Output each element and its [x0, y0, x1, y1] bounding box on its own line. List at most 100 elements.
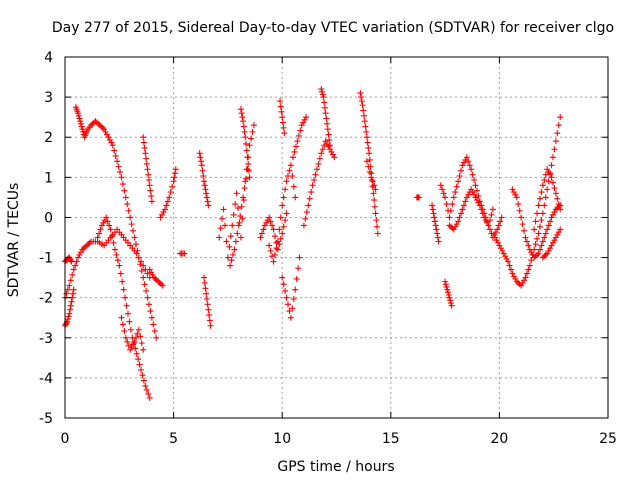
- data-point: [237, 106, 244, 113]
- data-point: [321, 99, 328, 106]
- data-point: [143, 287, 150, 294]
- data-point: [122, 334, 129, 341]
- data-point: [282, 186, 289, 193]
- data-point: [549, 154, 556, 161]
- data-point: [246, 142, 253, 149]
- data-point: [526, 262, 533, 269]
- data-point: [117, 270, 124, 277]
- data-point: [498, 214, 505, 221]
- data-point: [535, 250, 542, 257]
- data-point: [243, 140, 249, 147]
- data-point: [130, 341, 137, 348]
- data-point: [548, 214, 555, 221]
- data-point: [99, 124, 106, 131]
- data-point: [203, 290, 210, 297]
- data-point: [145, 171, 152, 178]
- data-point: [238, 110, 245, 117]
- data-point: [535, 202, 542, 209]
- data-point: [545, 178, 552, 185]
- data-point: [133, 250, 140, 257]
- data-point: [219, 215, 226, 222]
- data-point: [240, 123, 247, 130]
- data-point: [146, 394, 153, 401]
- data-point: [544, 186, 551, 193]
- data-point: [291, 148, 298, 155]
- data-point: [232, 201, 239, 208]
- data-point: [449, 225, 456, 232]
- data-point: [456, 214, 463, 221]
- data-point: [502, 253, 509, 260]
- data-point: [363, 158, 370, 165]
- data-point: [142, 150, 149, 157]
- data-point: [316, 155, 323, 162]
- data-point: [77, 118, 84, 125]
- data-point: [319, 91, 326, 98]
- data-point: [513, 194, 520, 201]
- data-point: [238, 203, 245, 210]
- data-point: [455, 218, 462, 225]
- data-point: [86, 239, 93, 246]
- y-tick-label: -1: [39, 251, 53, 267]
- data-point: [374, 230, 381, 237]
- data-point: [76, 115, 83, 122]
- data-point: [124, 338, 131, 345]
- data-point: [121, 328, 128, 335]
- data-point: [495, 222, 502, 229]
- data-point: [277, 235, 284, 242]
- data-point: [282, 217, 289, 224]
- data-point: [515, 201, 522, 208]
- data-point: [442, 278, 449, 285]
- data-point: [119, 278, 126, 285]
- data-point: [460, 202, 467, 209]
- data-point: [481, 214, 488, 221]
- data-point: [76, 251, 83, 258]
- data-point: [552, 190, 559, 197]
- data-point: [73, 258, 80, 265]
- data-point: [433, 226, 440, 233]
- data-point: [112, 152, 119, 159]
- data-point: [459, 206, 466, 213]
- data-point: [161, 206, 168, 213]
- data-point: [140, 377, 147, 384]
- data-point: [229, 251, 236, 258]
- data-point: [458, 210, 465, 217]
- data-point: [539, 182, 546, 189]
- data-point: [83, 242, 90, 249]
- data-point: [242, 134, 249, 141]
- data-point: [141, 281, 148, 288]
- data-point: [63, 290, 70, 297]
- data-point: [145, 301, 152, 308]
- data-point: [360, 107, 367, 114]
- data-point: [516, 207, 523, 214]
- data-point: [105, 134, 112, 141]
- data-point: [286, 308, 293, 315]
- data-point: [164, 198, 171, 205]
- data-point: [119, 181, 126, 188]
- data-point: [542, 194, 549, 201]
- data-point: [69, 271, 76, 278]
- data-point: [121, 187, 128, 194]
- data-point: [116, 262, 123, 269]
- data-point: [93, 119, 100, 126]
- data-point: [492, 234, 499, 241]
- data-point: [557, 206, 564, 213]
- data-point: [280, 223, 287, 230]
- data-point: [140, 139, 147, 146]
- data-point: [181, 250, 188, 257]
- data-point: [549, 239, 556, 246]
- y-tick-label: -2: [39, 291, 53, 307]
- data-point: [544, 166, 551, 173]
- data-point: [361, 112, 368, 119]
- x-tick-label: 5: [169, 431, 178, 447]
- data-point: [284, 301, 291, 308]
- data-point: [444, 289, 451, 296]
- data-point: [111, 246, 118, 253]
- data-point: [236, 219, 243, 226]
- data-point: [521, 277, 528, 284]
- data-point: [463, 154, 470, 161]
- data-point: [551, 146, 558, 153]
- data-point: [525, 242, 532, 249]
- data-point: [130, 227, 137, 234]
- data-point: [434, 230, 441, 237]
